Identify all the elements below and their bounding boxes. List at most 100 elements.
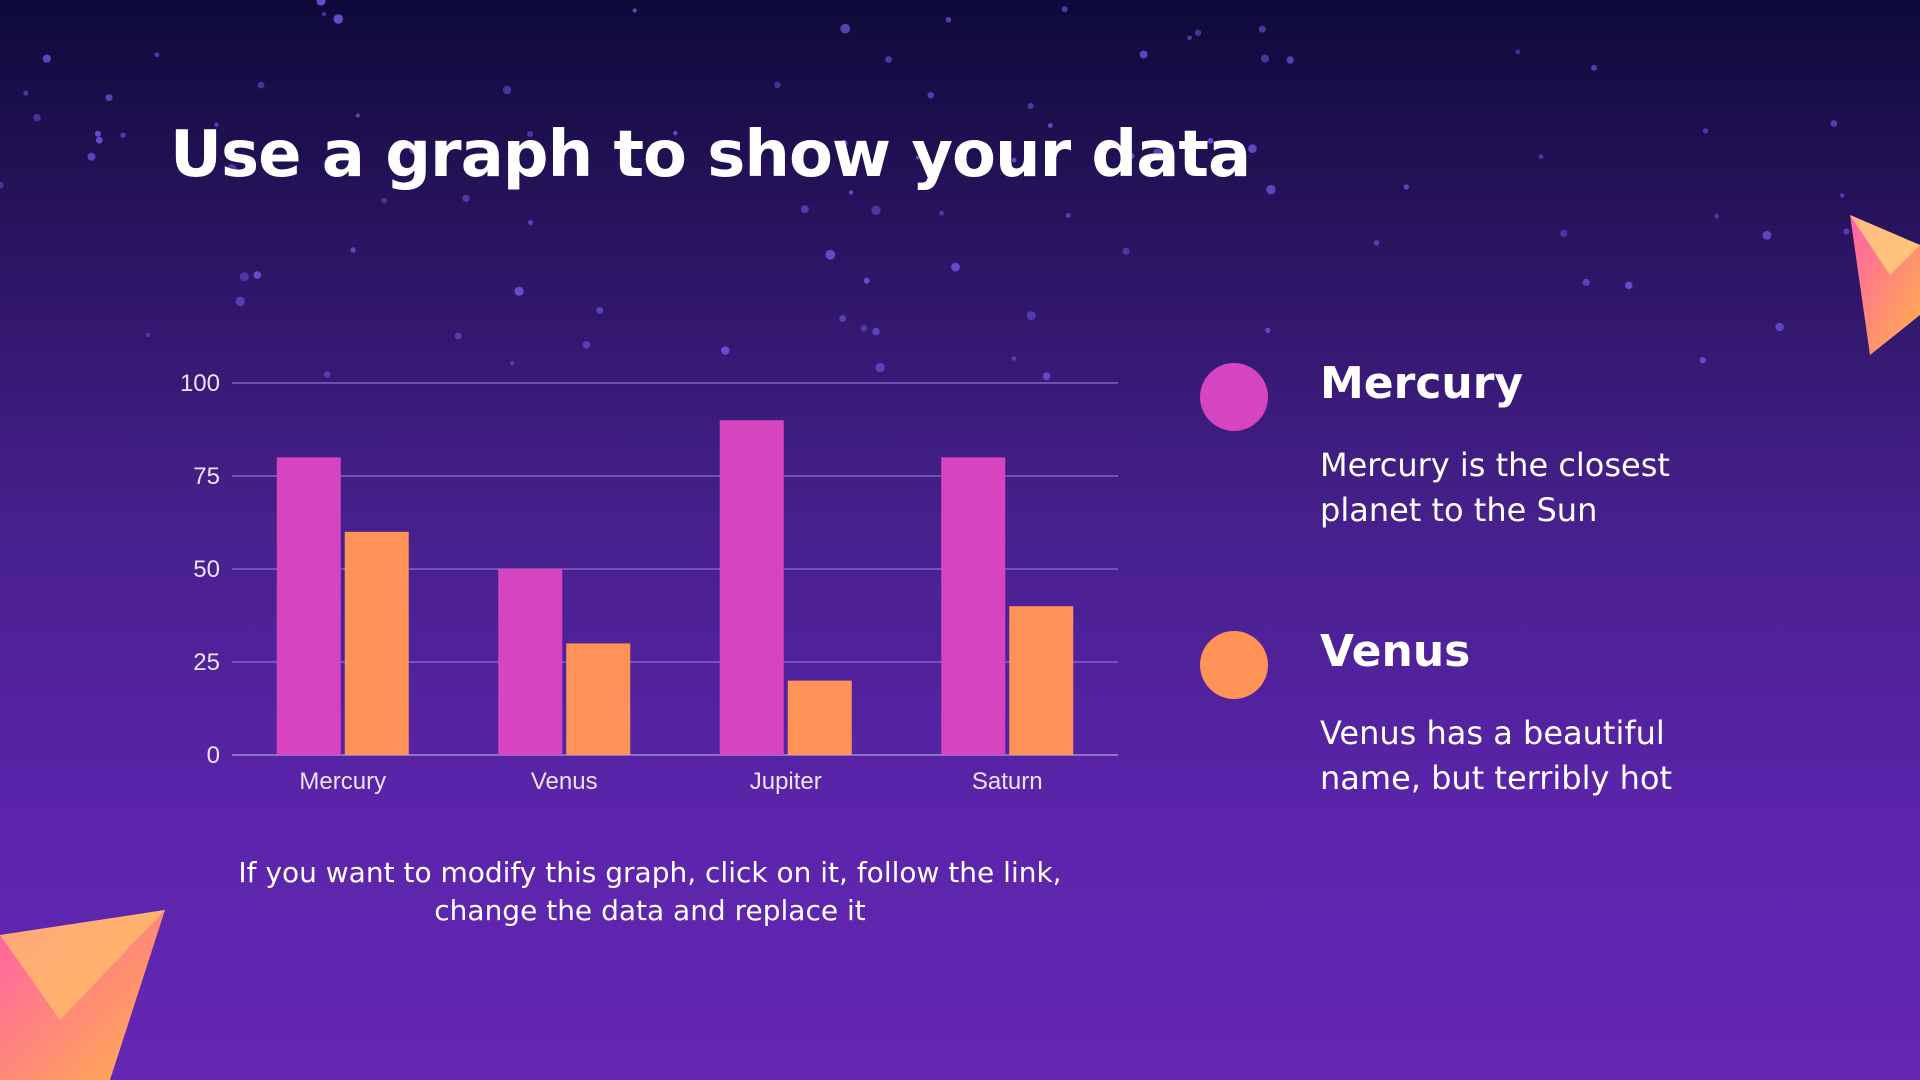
star-dot xyxy=(839,315,846,322)
star-dot xyxy=(848,190,854,195)
star-dot xyxy=(462,194,470,202)
star-dot xyxy=(1042,372,1051,381)
bar-venus-series-1 xyxy=(498,569,563,755)
star-dot xyxy=(871,205,881,215)
star-dot xyxy=(95,136,103,144)
star-dot xyxy=(1011,356,1017,361)
chart-caption: If you want to modify this graph, click … xyxy=(238,856,1062,927)
star-dot xyxy=(214,122,219,127)
star-dot xyxy=(1714,213,1719,219)
star-dot xyxy=(1122,165,1127,170)
star-dot xyxy=(939,210,944,216)
star-dot xyxy=(1266,184,1276,195)
star-dot xyxy=(1207,137,1214,144)
star-dot xyxy=(510,361,515,366)
bar-venus-series-2 xyxy=(566,643,631,755)
star-dot xyxy=(1843,228,1850,235)
y-tick-label: 100 xyxy=(180,370,220,397)
star-dot xyxy=(1582,278,1590,286)
star-dot xyxy=(253,271,262,279)
star-dot xyxy=(1026,311,1036,321)
bar-jupiter-series-1 xyxy=(719,420,784,755)
star-dot xyxy=(235,296,245,307)
star-dot xyxy=(355,113,360,118)
star-dot xyxy=(1122,247,1130,255)
legend-title-venus: Venus xyxy=(1320,626,1471,677)
star-dot xyxy=(333,14,344,24)
star-dot xyxy=(1538,154,1544,159)
star-dot xyxy=(951,262,960,272)
star-dot xyxy=(1139,50,1148,59)
mercury-color-dot xyxy=(1200,363,1268,431)
star-dot xyxy=(94,130,101,137)
star-dot xyxy=(33,113,41,122)
venus-color-dot xyxy=(1200,631,1268,699)
star-dot xyxy=(502,85,512,95)
star-dot xyxy=(1248,144,1257,153)
star-dot xyxy=(1011,157,1017,163)
star-dot xyxy=(1702,128,1709,134)
star-dot xyxy=(1840,193,1845,198)
x-tick-label: Saturn xyxy=(972,768,1043,795)
star-dot xyxy=(120,132,126,138)
star-dot xyxy=(872,327,880,336)
star-dot xyxy=(1591,64,1597,71)
star-dot xyxy=(959,164,969,174)
star-dot xyxy=(673,130,678,136)
star-dot xyxy=(1194,29,1202,36)
y-tick-label: 50 xyxy=(193,556,220,583)
star-dot xyxy=(863,277,870,284)
star-dot xyxy=(409,145,418,154)
star-dot xyxy=(1265,327,1271,334)
x-tick-label: Venus xyxy=(531,768,598,795)
bar-chart: 0 25 50 75 100 Mercury Venus Jupiter Saturn xyxy=(180,370,1118,795)
star-dot xyxy=(87,152,96,161)
y-tick-label: 75 xyxy=(193,463,220,490)
star-dot xyxy=(1187,35,1192,41)
star-dot xyxy=(316,0,326,6)
star-dot xyxy=(514,286,524,296)
star-dot xyxy=(0,181,4,189)
bar-mercury-series-1 xyxy=(276,457,341,755)
star-dot xyxy=(875,362,885,373)
star-dot xyxy=(257,81,265,89)
star-dot xyxy=(1027,103,1034,109)
legend-title-mercury: Mercury xyxy=(1320,358,1524,409)
star-dot xyxy=(381,197,388,204)
star-dot xyxy=(721,346,730,355)
star-dot xyxy=(1775,322,1784,332)
star-dot xyxy=(42,54,51,63)
star-dot xyxy=(840,23,851,34)
star-dot xyxy=(323,371,331,378)
y-tick-label: 0 xyxy=(207,742,220,769)
star-dot xyxy=(927,92,934,99)
star-dot xyxy=(1153,148,1162,157)
star-dot xyxy=(1699,357,1706,364)
star-dot xyxy=(1128,153,1135,160)
star-dot xyxy=(840,139,848,147)
star-dot xyxy=(105,94,113,102)
star-dot xyxy=(227,163,237,174)
bar-jupiter-series-2 xyxy=(787,680,852,755)
star-dot xyxy=(23,90,29,96)
star-dot xyxy=(945,17,952,23)
bar-saturn-series-1 xyxy=(941,457,1006,755)
x-tick-label: Jupiter xyxy=(750,768,822,795)
star-dot xyxy=(1047,123,1053,128)
star-dot xyxy=(915,155,920,160)
star-dot xyxy=(1515,49,1521,55)
star-dot xyxy=(632,8,637,13)
star-dot xyxy=(885,56,892,63)
star-dot xyxy=(145,332,151,337)
star-dot xyxy=(1560,229,1568,237)
triangle-decoration-top-right xyxy=(1850,215,1920,355)
star-dot xyxy=(1258,25,1266,33)
star-dot xyxy=(1286,56,1294,64)
x-tick-label: Mercury xyxy=(299,768,386,795)
triangle-decoration-bottom-left xyxy=(0,910,165,1080)
star-dot xyxy=(800,205,809,214)
star-dot xyxy=(774,81,781,89)
legend-description-venus: Venus has a beautiful name, but terribly… xyxy=(1320,714,1672,797)
star-dot xyxy=(1830,120,1838,127)
